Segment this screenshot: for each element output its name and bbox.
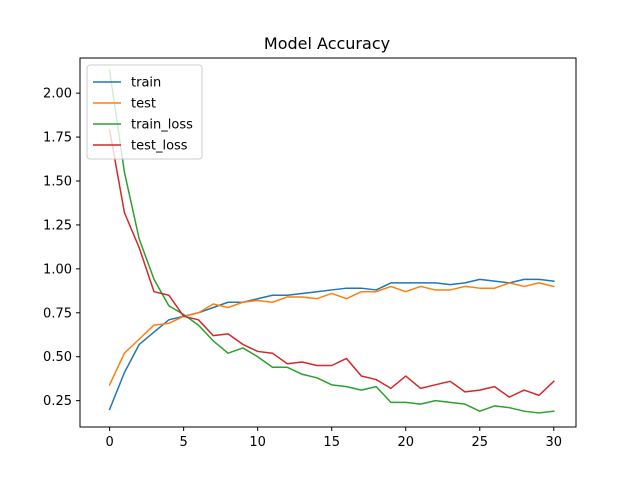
y-tick-label: 1.00 bbox=[43, 262, 72, 277]
x-tick-label: 30 bbox=[546, 435, 563, 450]
y-tick-label: 0.50 bbox=[43, 350, 72, 365]
y-tick-label: 1.75 bbox=[43, 131, 72, 146]
legend-label-test: test bbox=[131, 97, 156, 112]
legend: train test train_loss test_loss bbox=[86, 64, 203, 160]
x-tick-label: 10 bbox=[249, 435, 266, 450]
legend-label-train-loss: train_loss bbox=[131, 118, 193, 133]
y-tick-label: 0.25 bbox=[43, 394, 72, 409]
legend-label-train: train bbox=[131, 76, 161, 91]
plot-frame bbox=[79, 57, 577, 428]
chart-title: Model Accuracy bbox=[264, 34, 390, 53]
y-tick-label: 2.00 bbox=[43, 87, 72, 102]
y-tick-label: 1.50 bbox=[43, 175, 72, 190]
legend-label-test-loss: test_loss bbox=[131, 139, 188, 154]
x-tick-label: 0 bbox=[105, 435, 113, 450]
y-axis: 0.25 0.50 0.75 1.00 1.25 1.50 1.75 2.00 bbox=[43, 87, 80, 409]
x-tick-label: 5 bbox=[180, 435, 188, 450]
series-layer bbox=[108, 69, 555, 414]
x-tick-label: 25 bbox=[471, 435, 488, 450]
series-line-test-loss bbox=[108, 129, 555, 398]
legend-box bbox=[86, 64, 203, 160]
y-tick-label: 0.75 bbox=[43, 306, 72, 321]
y-tick-label: 1.25 bbox=[43, 218, 72, 233]
x-axis: 0 5 10 15 20 25 30 bbox=[105, 427, 562, 450]
x-tick-label: 20 bbox=[397, 435, 414, 450]
x-tick-label: 15 bbox=[323, 435, 340, 450]
series-line-train-loss bbox=[108, 69, 555, 414]
